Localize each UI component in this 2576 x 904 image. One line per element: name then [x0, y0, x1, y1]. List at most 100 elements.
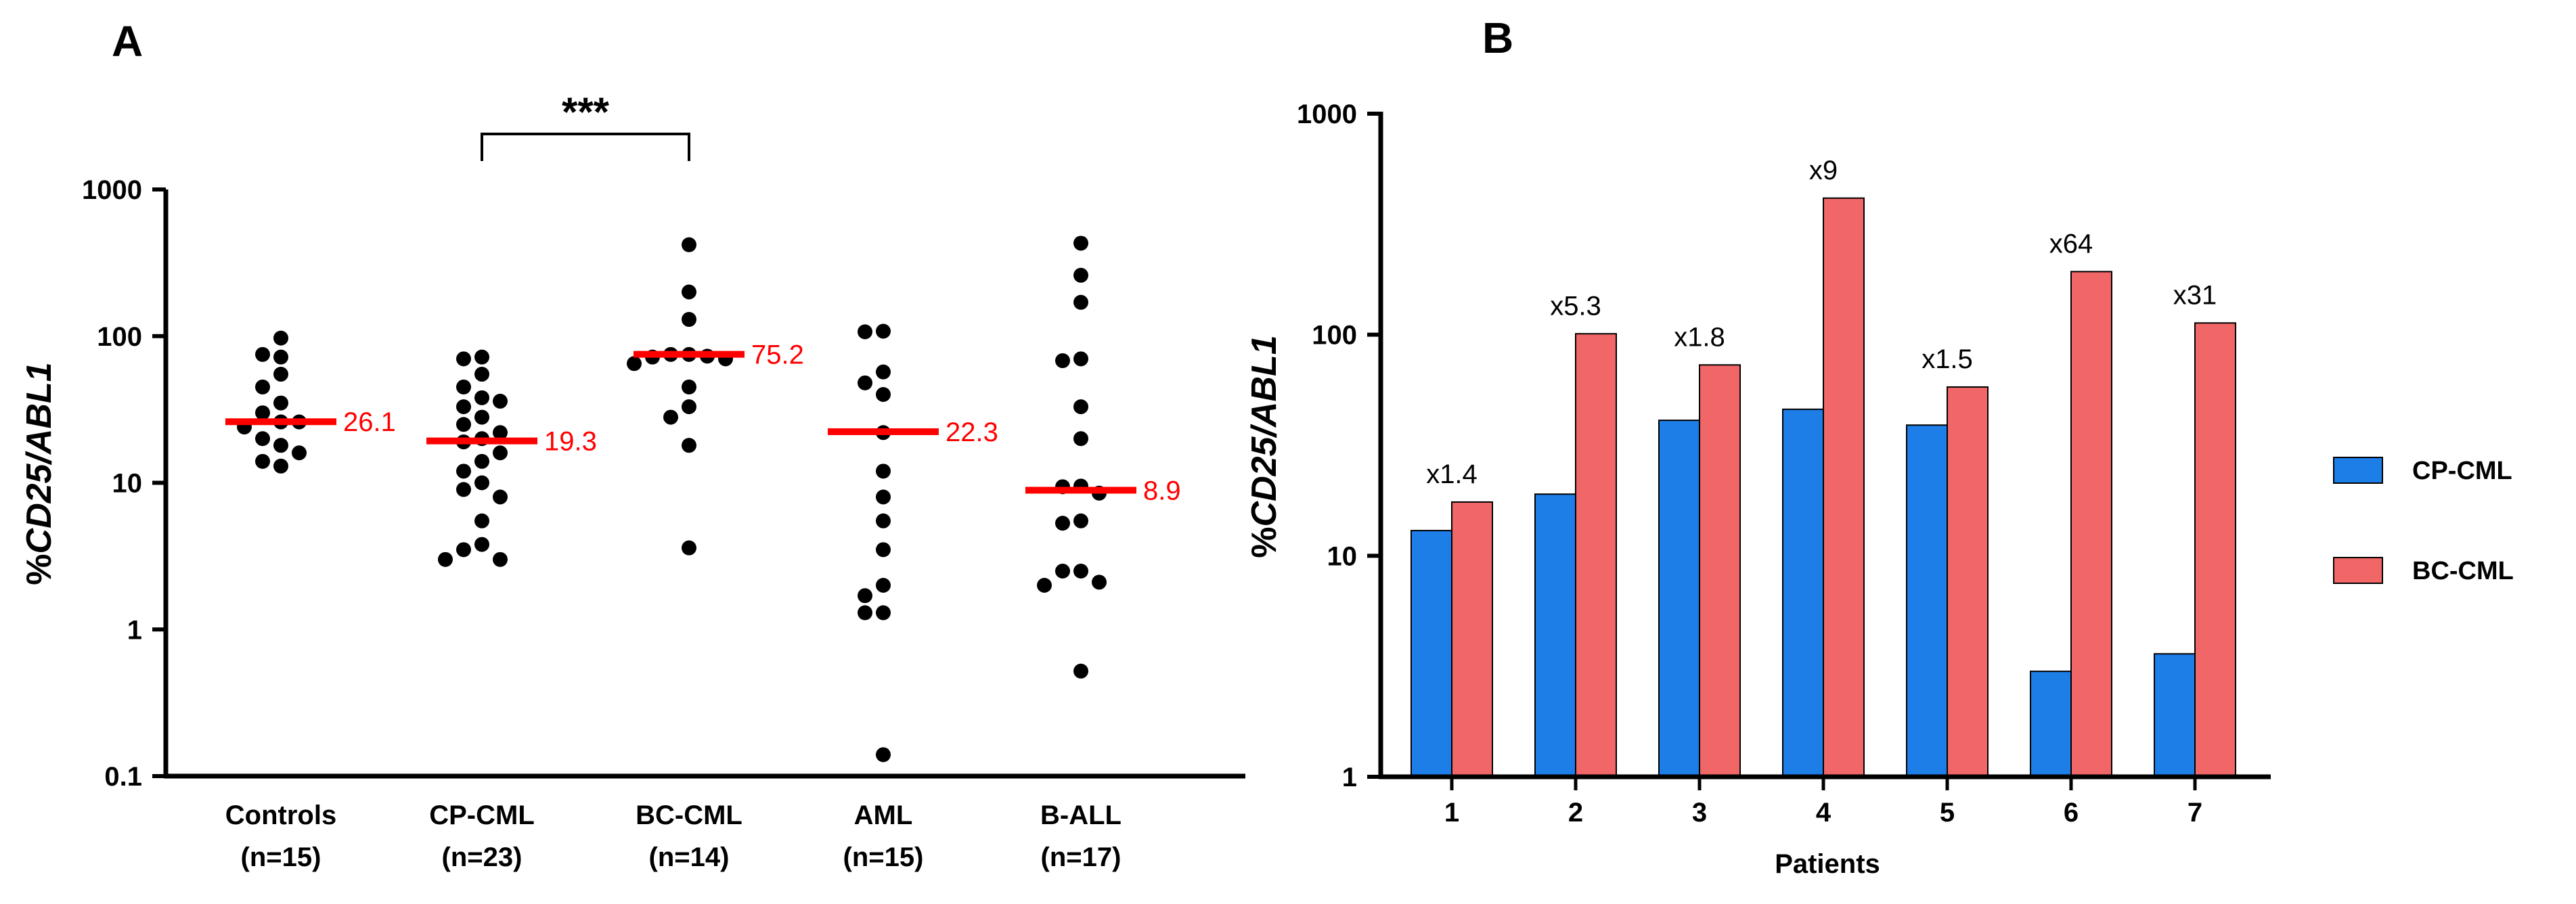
data-point-cp-cml [456, 482, 471, 497]
panel-b-y-axis-label: %CD25/ABL1 [1245, 335, 1284, 558]
x-label-bc-cml: BC-CML [636, 800, 742, 830]
data-point-bc-cml [682, 540, 696, 556]
median-label-cp-cml: 19.3 [544, 427, 597, 457]
data-point-b-all [1073, 294, 1088, 310]
fold-change-label: x64 [2049, 229, 2093, 258]
panel-b: B %CD25/ABL1 1 10 100 1000 1 2 3 4 5 6 7 x1.4 x5.3… [1245, 14, 2514, 879]
data-point-cp-cml [474, 367, 489, 382]
x-tick-label: 1 [1444, 798, 1459, 828]
data-point-b-all [1073, 431, 1088, 447]
data-point-aml [876, 747, 891, 763]
data-point-aml [858, 375, 872, 390]
data-point-controls [255, 346, 270, 362]
x-count-bc-cml: (n=14) [649, 842, 730, 872]
data-point-cp-cml [456, 399, 471, 415]
data-point-cp-cml [456, 542, 471, 558]
fold-change-label: x1.4 [1426, 459, 1478, 489]
data-point-bc-cml [682, 399, 696, 415]
data-point-b-all [1037, 578, 1052, 593]
data-point-controls [273, 349, 288, 365]
bar-cp-cml-patient-3 [1658, 420, 1700, 777]
data-point-b-all [1073, 513, 1088, 528]
x-label-controls: Controls [225, 800, 336, 830]
x-tick-label: 3 [1692, 798, 1707, 828]
panel-a-medians: 26.1 19.3 75.2 22.3 8.9 [225, 340, 1181, 505]
data-point-aml [876, 464, 891, 479]
data-point-cp-cml [474, 537, 489, 552]
bar-cp-cml-patient-6 [2030, 671, 2072, 777]
y-tick-label: 1000 [1297, 99, 1357, 129]
panel-b-letter: B [1482, 14, 1513, 62]
data-point-b-all [1073, 663, 1088, 679]
data-point-controls [255, 405, 270, 421]
data-point-bc-cml [663, 409, 678, 425]
data-point-cp-cml [438, 551, 453, 567]
data-point-aml [876, 513, 891, 528]
data-point-aml [876, 542, 891, 558]
x-label-b-all: B-ALL [1040, 800, 1122, 830]
fold-change-label: x5.3 [1550, 291, 1601, 321]
data-point-aml [876, 364, 891, 380]
legend-label-cp-cml: CP-CML [2412, 457, 2512, 485]
data-point-controls [292, 445, 307, 461]
panel-b-x-ticks: 1 2 3 4 5 6 7 [1444, 777, 2202, 828]
x-label-aml: AML [854, 800, 913, 830]
fold-change-label: x31 [2173, 280, 2217, 310]
data-point-cp-cml [456, 464, 471, 479]
data-point-aml [858, 588, 872, 604]
data-point-cp-cml [474, 453, 489, 469]
data-point-b-all [1055, 516, 1070, 531]
data-point-aml [876, 323, 891, 339]
significance-stars: *** [562, 89, 610, 135]
data-point-aml [858, 605, 872, 620]
data-point-cp-cml [493, 551, 508, 567]
data-point-aml [876, 578, 891, 593]
x-count-cp-cml: (n=23) [442, 842, 523, 872]
bar-bc-cml-patient-1 [1451, 501, 1493, 777]
panel-a-y-ticks: 0.1 1 10 100 1000 [82, 175, 166, 792]
data-point-controls [273, 438, 288, 453]
data-point-cp-cml [456, 379, 471, 394]
y-tick-label: 1000 [82, 175, 142, 205]
significance-bracket: *** [481, 89, 690, 161]
data-point-cp-cml [456, 351, 471, 367]
x-tick-label: 2 [1568, 798, 1583, 828]
data-point-b-all [1092, 574, 1107, 590]
data-point-cp-cml [456, 417, 471, 432]
data-point-aml [876, 489, 891, 505]
data-point-b-all [1073, 267, 1088, 283]
data-point-controls [273, 458, 288, 474]
significance-bracket-line [481, 133, 690, 161]
panel-a-x-labels: Controls (n=15) CP-CML (n=23) BC-CML (n=14) AM… [225, 800, 1122, 872]
panel-b-bars [1411, 197, 2236, 778]
x-tick-label: 5 [1940, 798, 1955, 828]
median-label-aml: 22.3 [946, 417, 998, 447]
data-point-cp-cml [493, 425, 508, 440]
y-tick-label: 10 [112, 469, 143, 499]
data-point-cp-cml [474, 349, 489, 365]
median-label-bc-cml: 75.2 [751, 340, 804, 370]
data-point-bc-cml [682, 438, 696, 453]
x-count-b-all: (n=17) [1041, 842, 1122, 872]
bar-bc-cml-patient-4 [1823, 197, 1865, 778]
x-tick-label: 7 [2188, 798, 2202, 828]
panel-a-y-axis-label: %CD25/ABL1 [20, 362, 59, 585]
panel-a-letter: A [112, 17, 143, 66]
data-point-cp-cml [493, 445, 508, 461]
legend-swatch-cp-cml [2333, 457, 2383, 484]
data-point-cp-cml [474, 513, 489, 528]
data-point-controls [255, 379, 270, 394]
data-point-b-all [1073, 235, 1088, 251]
median-label-controls: 26.1 [343, 407, 396, 437]
data-point-aml [858, 324, 872, 340]
fold-change-label: x9 [1809, 156, 1838, 185]
x-count-aml: (n=15) [843, 842, 924, 872]
data-point-b-all [1073, 399, 1088, 415]
data-point-bc-cml [682, 379, 696, 394]
bar-cp-cml-patient-1 [1411, 530, 1452, 777]
data-point-aml [876, 387, 891, 403]
data-point-b-all [1073, 563, 1088, 579]
bar-cp-cml-patient-4 [1782, 408, 1824, 777]
bar-cp-cml-patient-5 [1906, 424, 1948, 777]
panel-b-y-ticks: 1 10 100 1000 [1297, 99, 1381, 792]
